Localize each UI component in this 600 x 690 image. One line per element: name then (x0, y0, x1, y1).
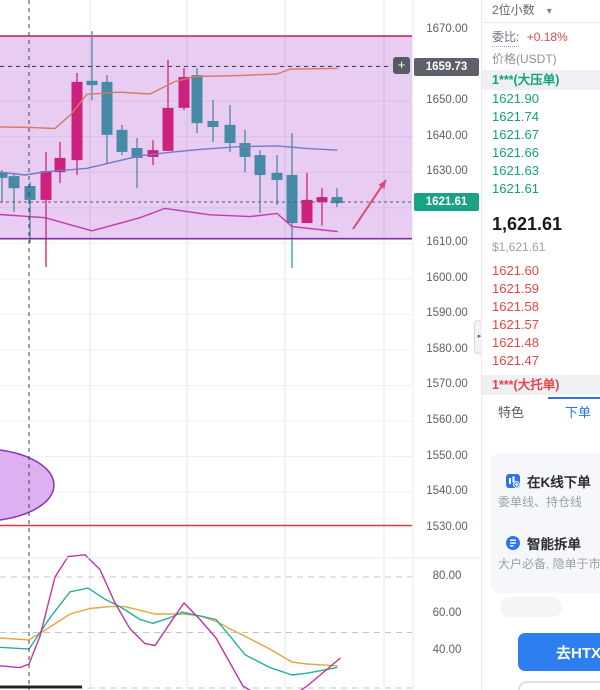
bid-price-row[interactable]: 1621.58 (492, 299, 539, 314)
bid-price-row[interactable]: 1621.57 (492, 317, 539, 332)
go-htx-button[interactable]: 去HTX (518, 633, 600, 671)
bid-price-list: 1621.60 1621.59 1621.58 1621.57 1621.48 … (492, 262, 539, 370)
feature-smart-split[interactable]: 智能拆单 (506, 533, 581, 553)
candle-body-down (101, 81, 113, 135)
order-ratio-value: +0.18% (526, 30, 568, 44)
candle-body-down (191, 75, 203, 124)
last-traded-price[interactable]: 1,621.61 (492, 214, 563, 234)
price-tick-label: 1560.00 (426, 413, 468, 426)
price-tick-label: 1600.00 (426, 271, 468, 284)
candle-body-down (271, 172, 283, 180)
oscillator-d-line (0, 605, 338, 667)
tab-features[interactable]: 特色 (498, 405, 525, 420)
feature-kline-order[interactable]: 在K线下单 (506, 471, 591, 491)
price-axis[interactable]: 1670.00 1650.00 1640.00 1630.00 1610.00 1600.… (414, 0, 480, 690)
candle-body-down (0, 172, 8, 178)
price-tick-label: 60.00 (432, 607, 462, 619)
price-tick-label: 1530.00 (426, 520, 468, 533)
candle-body-down (24, 186, 36, 200)
feature-title: 智能拆单 (527, 537, 581, 552)
candle-body-down (8, 176, 20, 189)
candle-body-up (316, 197, 328, 203)
price-tick-label: 1550.00 (426, 449, 468, 462)
ask-price-row[interactable]: 1621.90 (492, 91, 539, 106)
candle-body-up (71, 81, 83, 161)
trend-arrow (352, 179, 387, 230)
secondary-button-partial[interactable] (518, 681, 600, 690)
bid-price-row[interactable]: 1621.60 (492, 263, 539, 278)
highlight-zone (0, 36, 412, 239)
order-ratio-row: 委比: +0.18% (492, 28, 568, 47)
ask-price-row[interactable]: 1621.61 (492, 181, 539, 196)
order-ratio-label[interactable]: 委比: (492, 30, 520, 47)
price-tick-label: 1580.00 (426, 342, 468, 355)
bid-price-row[interactable]: 1621.59 (492, 281, 539, 296)
candle-body-down (254, 155, 266, 176)
candle-body-down (239, 143, 251, 157)
crosshair-price-tag: 1659.73 (414, 58, 479, 76)
oscillator-k-line (0, 587, 338, 676)
price-tick-label: 80.00 (432, 570, 462, 582)
ma-slow-line (0, 67, 338, 130)
price-tick-label: 1670.00 (426, 23, 468, 35)
ellipse-drawing (0, 449, 55, 521)
last-traded-price-usd: $1,621.61 (492, 240, 546, 254)
panel-divider (481, 0, 482, 690)
order-book-panel: 2位小数 ▾ 委比: +0.18% 价格(USDT) 1***(大压单) 1621… (482, 0, 600, 690)
ask-price-list: 1621.90 1621.74 1621.67 1621.66 1621.63 … (492, 90, 539, 198)
price-tick-label: 1570.00 (426, 378, 468, 391)
candlestick-chart[interactable] (0, 0, 480, 690)
divider (482, 22, 600, 23)
smart-split-icon (506, 536, 520, 550)
candle-body-down (131, 148, 143, 158)
ask-price-row[interactable]: 1621.66 (492, 145, 539, 160)
price-tick-label: 1610.00 (426, 236, 468, 249)
candle-body-up (301, 199, 313, 224)
decimal-precision-selector[interactable]: 2位小数 ▾ (492, 0, 552, 22)
chevron-down-icon: ▾ (546, 6, 552, 17)
candle-body-up (40, 171, 52, 200)
price-tick-label: 1640.00 (426, 129, 468, 142)
kline-order-icon (506, 474, 520, 488)
price-tick-label: 1540.00 (426, 485, 468, 498)
candle-body-down (207, 120, 219, 128)
last-price-tag: 1621.61 (414, 193, 479, 211)
tab-place-order[interactable]: 下单 (565, 405, 592, 420)
feature-card: 在K线下单 委单线、持仓线 智能拆单 大户必备, 隐单于市 (490, 453, 600, 593)
candle-body-up (178, 76, 190, 108)
price-column-header: 价格(USDT) (492, 52, 557, 66)
add-order-plus-button[interactable]: + (393, 57, 410, 74)
candle-body-up (147, 150, 159, 157)
oscillator-j-line (0, 554, 341, 690)
bid-price-row[interactable]: 1621.47 (492, 353, 539, 368)
panel-tabs: 特色 下单 (482, 396, 600, 422)
ask-price-row[interactable]: 1621.74 (492, 109, 539, 124)
price-tick-label: 40.00 (432, 644, 462, 656)
active-tab-indicator (548, 397, 600, 399)
candle-body-down (224, 124, 236, 144)
price-tick-label: 1650.00 (426, 94, 468, 107)
feature-desc: 委单线、持仓线 (498, 495, 583, 509)
candle-body-up (162, 107, 174, 151)
price-tick-label: 1630.00 (426, 165, 468, 178)
feature-desc: 大户必备, 隐单于市 (498, 557, 600, 571)
lower-band-line (0, 207, 338, 233)
bid-price-row[interactable]: 1621.48 (492, 335, 539, 350)
candle-body-down (86, 80, 98, 86)
faint-watermark (500, 597, 562, 617)
ma-fast-line (0, 145, 338, 176)
trend-arrow-head (378, 180, 386, 189)
candle-body-down (116, 129, 128, 152)
candle-body-down (331, 197, 343, 204)
price-tick-label: 1590.00 (426, 307, 468, 320)
candle-body-up (54, 157, 66, 173)
large-buy-orders-header[interactable]: 1***(大托单) (482, 375, 600, 395)
ask-price-row[interactable]: 1621.63 (492, 163, 539, 178)
large-sell-orders-header[interactable]: 1***(大压单) (482, 70, 600, 90)
ask-price-row[interactable]: 1621.67 (492, 127, 539, 142)
decimal-precision-label: 2位小数 (492, 3, 535, 17)
candle-body-down (286, 175, 298, 224)
feature-title: 在K线下单 (527, 475, 591, 490)
